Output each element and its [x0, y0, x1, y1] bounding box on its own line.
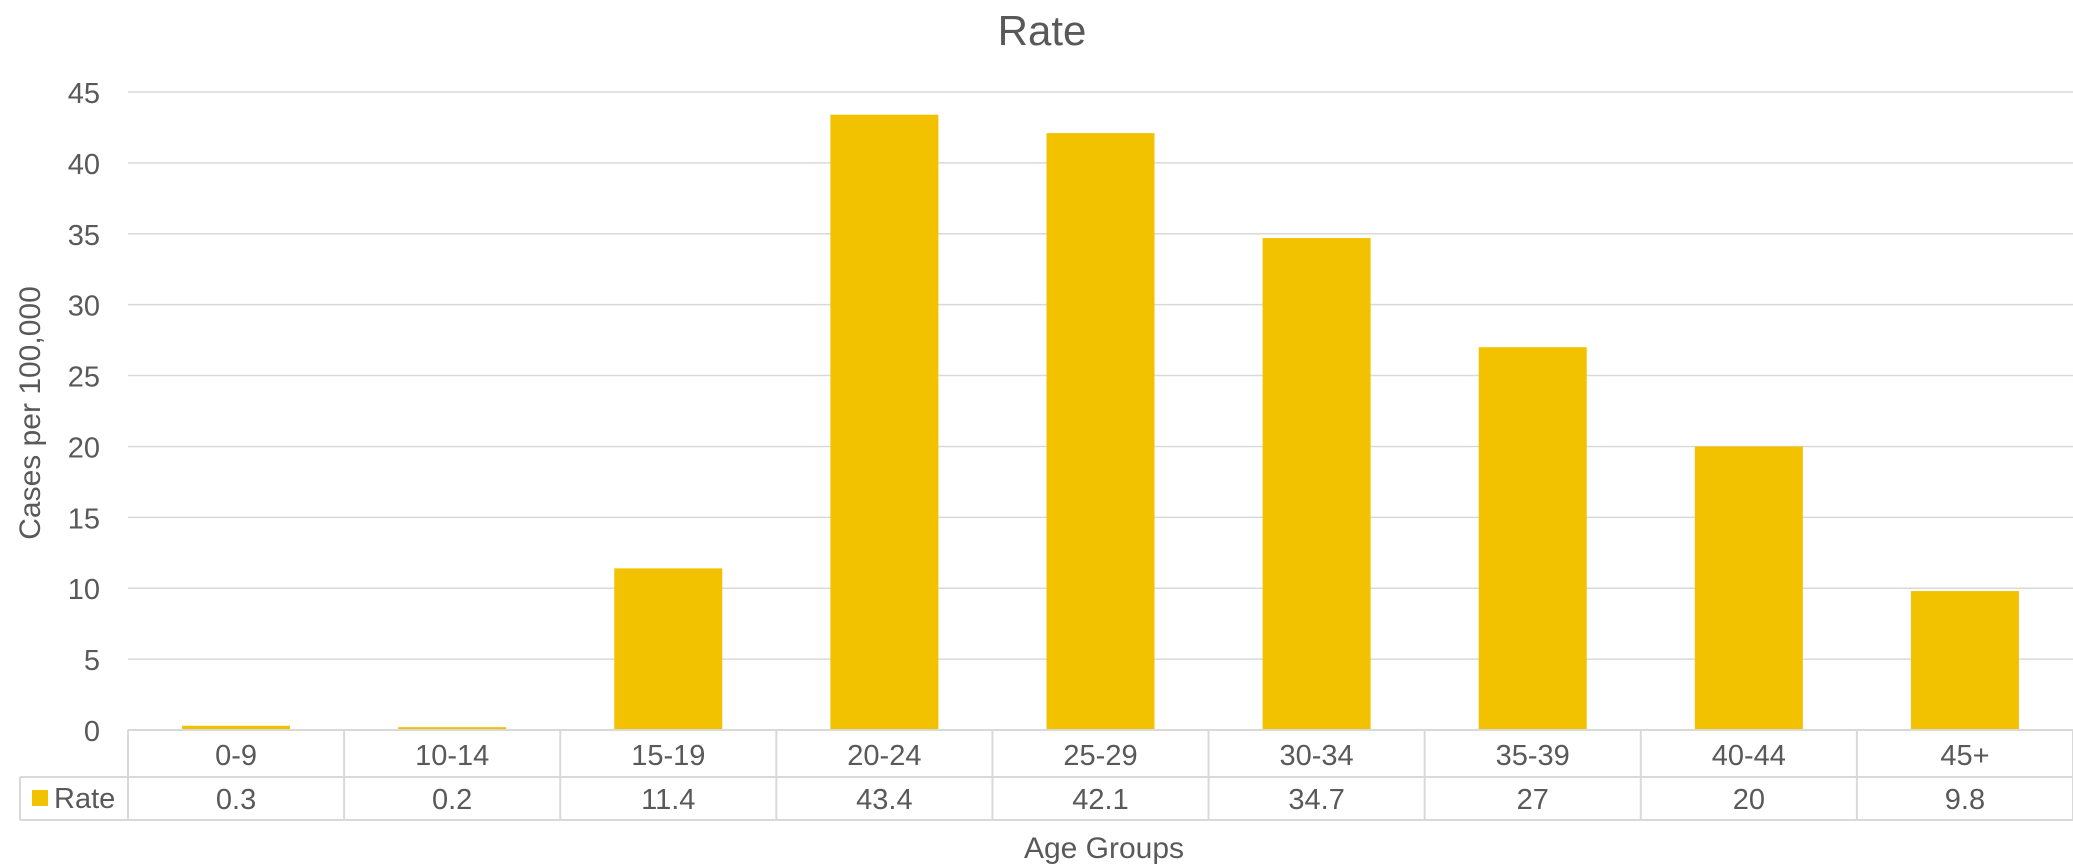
bar-25-29 — [1046, 133, 1155, 731]
category-label: 10-14 — [415, 740, 489, 772]
bar-0-9 — [182, 725, 291, 730]
category-label: 15-19 — [631, 740, 705, 772]
data-table: 0-9 10-14 15-19 20-24 25-29 30-34 35-39 40-44 45… — [19, 729, 2073, 821]
y-tick-label: 15 — [68, 503, 100, 535]
data-label: 9.8 — [1945, 784, 1985, 816]
category-label: 25-29 — [1063, 740, 1137, 772]
bar-45+ — [1910, 591, 2019, 730]
y-tick-label: 5 — [84, 645, 100, 677]
y-tick-label: 10 — [68, 574, 100, 606]
y-tick-label: 25 — [68, 362, 100, 394]
category-label: 45+ — [1940, 740, 1989, 772]
y-tick-label: 30 — [68, 291, 100, 323]
data-label: 0.3 — [216, 784, 256, 816]
bar-30-34 — [1262, 238, 1371, 730]
legend-key — [32, 790, 48, 806]
bars — [182, 114, 2019, 731]
y-tick-label: 40 — [68, 149, 100, 181]
category-label: 30-34 — [1280, 740, 1354, 772]
y-tick-label: 20 — [68, 432, 100, 464]
y-axis-label: Cases per 100,000 — [14, 286, 47, 540]
bar-35-39 — [1478, 347, 1587, 730]
bar-40-44 — [1694, 446, 1803, 730]
bar-20-24 — [830, 114, 939, 730]
category-label: 0-9 — [215, 740, 257, 772]
data-label: 34.7 — [1288, 784, 1344, 816]
data-label: 43.4 — [856, 784, 912, 816]
y-tick-label: 45 — [68, 78, 100, 110]
data-label: 42.1 — [1072, 784, 1128, 816]
bar-15-19 — [614, 568, 723, 730]
y-tick-label: 0 — [84, 716, 100, 748]
data-label: 20 — [1733, 784, 1765, 816]
data-label: 11.4 — [641, 784, 695, 816]
category-label: 20-24 — [847, 740, 921, 772]
x-axis-label: Age Groups — [1024, 832, 1184, 865]
data-label: 0.2 — [432, 784, 472, 816]
bar-10-14 — [398, 727, 507, 730]
chart-title: Rate — [998, 7, 1087, 54]
category-label: 35-39 — [1496, 740, 1570, 772]
series-name: Rate — [54, 783, 115, 815]
data-label: 27 — [1517, 784, 1549, 816]
y-axis-ticks: 0 5 10 15 20 25 30 35 40 45 — [68, 78, 100, 748]
category-label: 40-44 — [1712, 740, 1786, 772]
y-tick-label: 35 — [68, 220, 100, 252]
